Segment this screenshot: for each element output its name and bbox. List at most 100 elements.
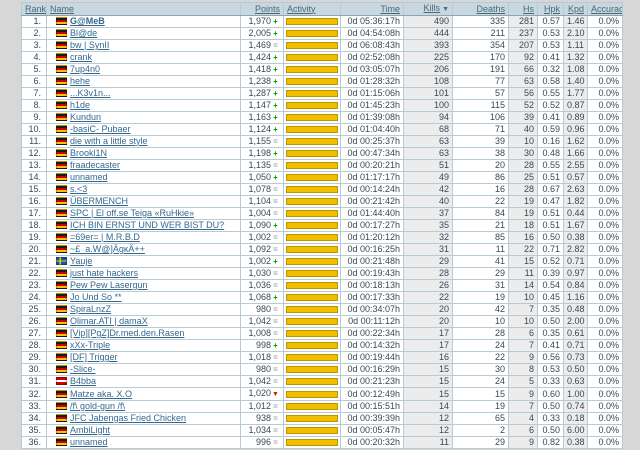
player-name-link[interactable]: B4bba (70, 376, 97, 387)
points-cell: 1,042 = (240, 375, 284, 388)
points-cell: 1,155 = (240, 135, 284, 148)
table-row: 17. SPC | El off.se Teiga «RuHkie» 1,004 = 0… (21, 207, 623, 220)
hpk-cell: 0.41 (537, 111, 564, 124)
column-header-kills[interactable]: Kills ▼ (403, 2, 453, 16)
table-row: 16. ÜBERMENCH 1,104 = 0d 00:21:42h 40 22 19 0.47… (21, 195, 623, 208)
player-name-link[interactable]: xXx-Triple (70, 340, 111, 351)
trend-up-icon: + (273, 221, 278, 230)
accuracy-cell: 0.0% (587, 87, 623, 100)
player-name-link[interactable]: /f\ gold-gun /f\ (70, 401, 126, 412)
player-name-link[interactable]: Jo Und So ** (70, 292, 122, 303)
kills-cell: 14 (403, 400, 453, 413)
column-header-kpd[interactable]: Kpd (563, 2, 588, 16)
deaths-cell: 115 (452, 99, 509, 112)
activity-bar (286, 30, 338, 37)
deaths-cell: 41 (452, 255, 509, 268)
column-header-hs[interactable]: Hs (508, 2, 538, 16)
column-header-time[interactable]: Time (340, 2, 404, 16)
player-name-link[interactable]: fraadecaster (70, 160, 121, 171)
player-name-link[interactable]: ICH BIN ERNST UND WER BIST DU? (70, 220, 225, 231)
kills-cell: 42 (403, 183, 453, 196)
column-header-activity[interactable]: Activity (283, 2, 341, 16)
kpd-cell: 2.63 (563, 183, 588, 196)
player-name-link[interactable]: =69er= | M.R.B.D (70, 232, 140, 243)
accuracy-cell: 0.0% (587, 207, 623, 220)
column-header-name[interactable]: Name (46, 2, 241, 16)
player-name-link[interactable]: G@MeB (70, 16, 105, 27)
points-cell: 1,287 + (240, 87, 284, 100)
player-name-link[interactable]: die with a little style (70, 136, 148, 147)
rank-cell: 19. (21, 231, 47, 244)
player-name-link[interactable]: just hate hackers (70, 268, 139, 279)
player-name-link[interactable]: Pew Pew Lasergun (70, 280, 148, 291)
player-name-link[interactable]: -Slice- (70, 364, 96, 375)
deaths-cell: 42 (452, 303, 509, 316)
points-value: 1,002 (248, 232, 271, 243)
player-name-link[interactable]: hehe (70, 76, 91, 87)
flag-icon-de (56, 245, 67, 253)
activity-cell (283, 51, 341, 64)
points-value: 998 (255, 340, 271, 351)
trend-up-icon: + (273, 293, 278, 302)
player-name-link[interactable]: Kundun (70, 112, 102, 123)
points-value: 1,092 (248, 244, 271, 255)
activity-cell (283, 363, 341, 376)
time-cell: 0d 01:04:40h (340, 123, 404, 136)
player-name-link[interactable]: ÜBERMENCH (70, 196, 129, 207)
points-value: 1,050 (248, 172, 271, 183)
player-name-link[interactable]: Bl@de (70, 28, 98, 39)
hpk-cell: 0.35 (537, 303, 564, 316)
hpk-cell: 0.54 (537, 279, 564, 292)
rank-cell: 24. (21, 291, 47, 304)
table-row: 4. crank 1,424 +0d 02:52:08h 225 170 92 0.41 1.3… (21, 51, 623, 64)
player-name-cell: Bl@de (46, 27, 241, 40)
column-header-accuracy[interactable]: Accuracy (587, 2, 623, 16)
column-header-rank[interactable]: Rank (21, 2, 47, 16)
player-name-link[interactable]: JFC Jabengas Fried Chicken (70, 413, 187, 424)
column-header-hpk[interactable]: Hpk (537, 2, 564, 16)
player-name-link[interactable]: ~£_a.W@]ÄgκÄ++ (70, 244, 145, 255)
player-name-link[interactable]: unnamed (70, 172, 108, 183)
points-value: 1,090 (248, 220, 271, 231)
player-name-link[interactable]: 7up4n0 (70, 64, 101, 75)
player-name-link[interactable]: SPC | El off.se Teiga «RuHkie» (70, 208, 195, 219)
player-name-cell: =69er= | M.R.B.D (46, 231, 241, 244)
activity-bar (286, 198, 338, 205)
points-cell: 1,002 + (240, 255, 284, 268)
player-name-link[interactable]: Yauje (70, 256, 93, 267)
player-name-link[interactable]: Olimar.ATI | damaX (70, 316, 148, 327)
player-name-link[interactable]: Matze aka. X.O (70, 388, 133, 399)
player-name-link[interactable]: -basiC- Pubaer (70, 124, 131, 135)
player-name-cell: h1de (46, 99, 241, 112)
hpk-cell: 0.41 (537, 51, 564, 64)
headshots-cell: 6 (508, 424, 538, 437)
player-name-link[interactable]: [DF] Trigger (70, 352, 118, 363)
player-name-link[interactable]: [Vip][PgZ]Dr.med.den.Rasen (70, 328, 185, 339)
column-header-deaths[interactable]: Deaths (452, 2, 509, 16)
deaths-cell: 19 (452, 291, 509, 304)
player-name-link[interactable]: crank (70, 52, 93, 63)
kills-cell: 35 (403, 219, 453, 232)
player-name-cell: unnamed (46, 171, 241, 184)
flag-icon-se (56, 257, 67, 265)
player-name-link[interactable]: unnamed (70, 437, 108, 448)
kpd-cell: 1.08 (563, 63, 588, 76)
player-name-link[interactable]: Brookl1N (70, 148, 108, 159)
player-name-link[interactable]: AmbiLight (70, 425, 111, 436)
headshots-cell: 25 (508, 171, 538, 184)
player-name-cell: just hate hackers (46, 267, 241, 280)
hpk-cell: 0.58 (537, 75, 564, 88)
time-cell: 0d 00:14:24h (340, 183, 404, 196)
player-name-link[interactable]: ...K3v1n... (70, 88, 111, 99)
kpd-cell: 0.71 (563, 339, 588, 352)
hpk-cell: 0.51 (537, 171, 564, 184)
table-row: 24. Jo Und So ** 1,068 +0d 00:17:33h 22 19 10 0… (21, 291, 623, 304)
player-name-link[interactable]: h1de (70, 100, 91, 111)
player-name-link[interactable]: bw | SynII (70, 40, 110, 51)
player-name-link[interactable]: s.<3 (70, 184, 88, 195)
points-cell: 1,004 = (240, 207, 284, 220)
kpd-cell: 2.82 (563, 243, 588, 256)
column-header-points[interactable]: Points (240, 2, 284, 16)
points-cell: 1,034 = (240, 424, 284, 437)
player-name-link[interactable]: SpiraLnzZ (70, 304, 112, 315)
